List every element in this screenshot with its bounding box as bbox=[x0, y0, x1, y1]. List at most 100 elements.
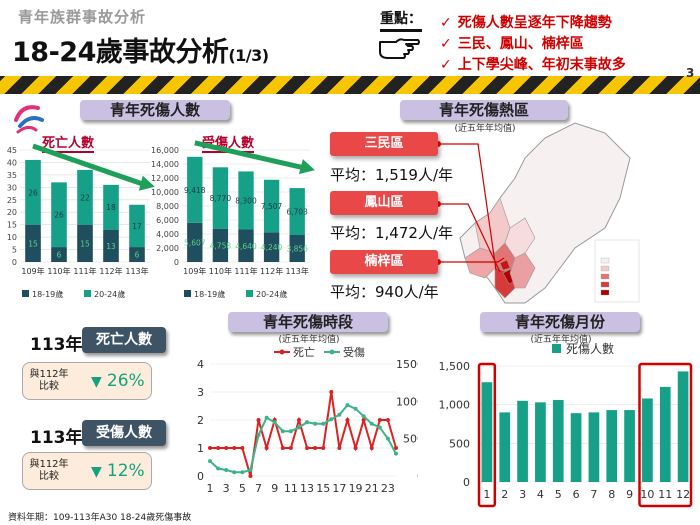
y-tick-label: 15 bbox=[7, 221, 17, 230]
data-point-受傷 bbox=[216, 466, 221, 471]
bar-month bbox=[570, 413, 582, 482]
x-tick-label: 110年 bbox=[47, 266, 70, 276]
bar-value-label: 8,770 bbox=[210, 194, 232, 203]
data-point-死亡 bbox=[369, 446, 374, 450]
y-right-tick-label: 1500 bbox=[396, 358, 418, 371]
data-point-死亡 bbox=[240, 446, 245, 450]
bar-value-label: 15 bbox=[80, 239, 90, 248]
section-title-heat-zone: 青年死傷熱區 bbox=[400, 100, 568, 120]
y-tick-label: 5 bbox=[12, 246, 17, 255]
check-icon: ✓ bbox=[440, 57, 452, 73]
data-point-受傷 bbox=[321, 421, 326, 426]
death-compare-box: 與112年 比較 ▼ 26% bbox=[22, 362, 152, 400]
y-left-tick-label: 1 bbox=[197, 442, 204, 455]
data-point-死亡 bbox=[224, 446, 229, 450]
bar-20-24歲 bbox=[238, 171, 254, 230]
legend-label: 受傷 bbox=[343, 345, 365, 359]
y-left-tick-label: 2 bbox=[197, 414, 204, 427]
group-title: 青年族群事故分析 bbox=[18, 8, 147, 26]
data-point-受傷 bbox=[208, 459, 212, 464]
x-tick-label: 6 bbox=[573, 488, 580, 501]
bar-value-label: 6 bbox=[135, 251, 140, 260]
decrease-triangle-icon: ▼ bbox=[91, 374, 102, 390]
data-point-死亡 bbox=[394, 446, 398, 450]
keypoint-1: ✓ 死傷人數呈逐年下降趨勢 bbox=[440, 15, 612, 31]
y-tick-label: 0 bbox=[463, 476, 470, 489]
x-tick-label: 17 bbox=[332, 482, 346, 495]
bar-month bbox=[535, 402, 546, 482]
x-tick-label: 110年 bbox=[209, 266, 232, 276]
x-tick-label: 21 bbox=[365, 482, 379, 495]
section-subtitle-month: (近五年年均值) bbox=[530, 335, 592, 345]
data-point-受傷 bbox=[353, 406, 358, 411]
x-tick-label: 1 bbox=[207, 482, 214, 495]
region-avg-nanzi: 平均：940人/年 bbox=[330, 283, 439, 301]
x-tick-label: 109年 bbox=[21, 266, 44, 276]
section-title-time-period: 青年死傷時段 bbox=[228, 312, 388, 332]
x-tick-label: 13 bbox=[300, 482, 314, 495]
x-tick-label: 9 bbox=[626, 488, 633, 501]
data-point-受傷 bbox=[394, 451, 398, 456]
y-tick-label: 1,000 bbox=[439, 399, 471, 412]
bar-month bbox=[517, 400, 528, 482]
section-title-casualty-count: 青年死傷人數 bbox=[80, 100, 230, 120]
bar-month bbox=[642, 398, 653, 482]
x-tick-label: 3 bbox=[223, 482, 230, 495]
y-left-tick-label: 4 bbox=[197, 358, 204, 371]
x-tick-label: 112年 bbox=[260, 266, 283, 276]
data-point-受傷 bbox=[345, 403, 350, 408]
bar-value-label: 9,418 bbox=[184, 186, 206, 195]
y-tick-label: 4,000 bbox=[156, 230, 179, 239]
bar-18-19歲 bbox=[103, 229, 119, 262]
bar-month bbox=[606, 410, 618, 482]
x-tick-label: 113年 bbox=[125, 266, 148, 276]
bar-value-label: 26 bbox=[54, 211, 64, 220]
y-tick-label: 10,000 bbox=[151, 188, 179, 197]
heat-map bbox=[459, 122, 640, 304]
x-tick-label: 12 bbox=[676, 488, 690, 501]
bar-value-label: 3,856 bbox=[286, 245, 308, 254]
legend-swatch bbox=[184, 290, 191, 297]
data-point-死亡 bbox=[377, 418, 382, 422]
x-tick-label: 111年 bbox=[234, 266, 257, 276]
data-point-受傷 bbox=[369, 421, 374, 426]
bar-20-24歲 bbox=[187, 156, 203, 223]
trend-arrow-head-icon bbox=[298, 159, 315, 175]
chart-hourly: 012340500100015001357911131517192123死亡受傷 bbox=[197, 345, 418, 495]
data-point-受傷 bbox=[329, 417, 334, 422]
data-point-死亡 bbox=[208, 446, 212, 450]
data-point-死亡 bbox=[216, 446, 221, 450]
y-tick-label: 12,000 bbox=[151, 174, 179, 183]
bar-month bbox=[481, 382, 493, 482]
legend-label: 18-19歲 bbox=[32, 289, 63, 299]
check-icon: ✓ bbox=[440, 36, 452, 52]
bar-20-24歲 bbox=[103, 184, 119, 230]
y-tick-label: 14,000 bbox=[151, 160, 179, 169]
bar-value-label: 13 bbox=[106, 242, 116, 251]
x-tick-label: 9 bbox=[271, 482, 278, 495]
region-avg-sanmin: 平均：1,519人/年 bbox=[330, 166, 453, 184]
x-tick-label: 113年 bbox=[286, 266, 309, 276]
y-tick-label: 20 bbox=[7, 208, 17, 217]
injury-change: ▼ 12% bbox=[91, 461, 145, 481]
x-tick-label: 1 bbox=[483, 488, 490, 501]
y-left-tick-label: 3 bbox=[197, 386, 204, 399]
y-tick-label: 2,000 bbox=[156, 244, 179, 253]
data-point-受傷 bbox=[256, 432, 261, 437]
x-tick-label: 11 bbox=[658, 488, 672, 501]
bar-month bbox=[659, 386, 671, 482]
x-tick-label: 112年 bbox=[99, 266, 122, 276]
page-title-suffix: (1/3) bbox=[228, 46, 269, 65]
bar-value-label: 26 bbox=[28, 188, 38, 197]
bar-month bbox=[552, 400, 564, 482]
bar-18-19歲 bbox=[289, 235, 305, 262]
y-left-tick-label: 0 bbox=[197, 470, 204, 483]
x-tick-label: 15 bbox=[316, 482, 330, 495]
data-point-受傷 bbox=[313, 421, 318, 426]
x-tick-label: 7 bbox=[255, 482, 262, 495]
section-subtitle-heat-zone: (近五年年均值) bbox=[454, 124, 516, 134]
chart-death-count: 0 5 10 15 20 25 30 35 40 45 15 26 109年 6 26 110年 15 22 111… bbox=[7, 143, 155, 299]
bar-value-label: 17 bbox=[132, 222, 142, 231]
data-point-受傷 bbox=[288, 429, 293, 434]
